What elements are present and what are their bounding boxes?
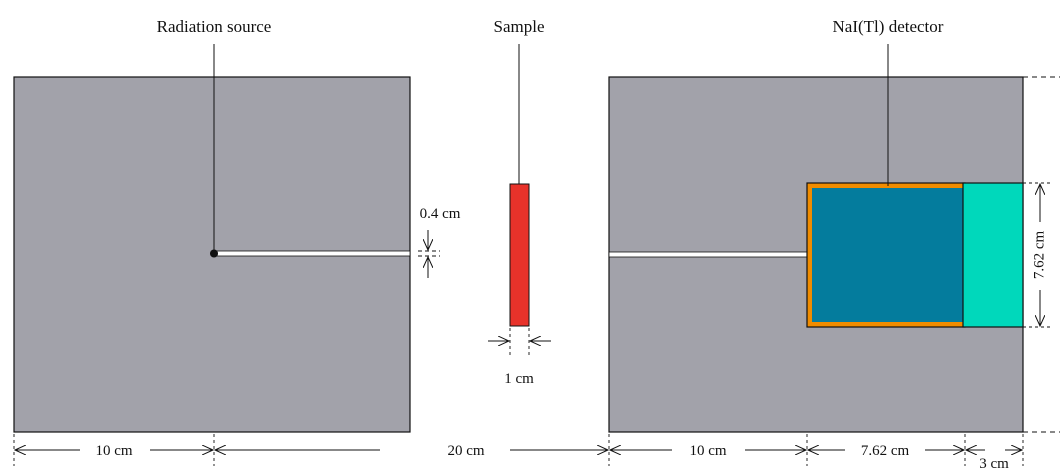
bottom-dimension-line xyxy=(13,434,1024,466)
collimator-gap-dimension: 0.4 cm xyxy=(418,206,461,278)
sample-slab xyxy=(509,183,530,327)
detector-collimator-channel xyxy=(608,251,810,258)
shield-separation-label: 20 cm xyxy=(447,443,484,459)
crystal-diameter-label: 7.62 cm xyxy=(1031,231,1047,280)
collimator-gap-label: 0.4 cm xyxy=(420,206,461,222)
radiation-source-point xyxy=(210,249,218,258)
sample-width-label: 1 cm xyxy=(504,371,534,387)
crystal-diameter-dimension: 7.62 cm xyxy=(1031,184,1047,326)
sample-label: Sample xyxy=(494,17,545,36)
source-collimator-channel xyxy=(213,250,411,257)
detector-shield-half-label: 10 cm xyxy=(689,443,726,459)
sample-width-dimension: 1 cm xyxy=(488,328,551,387)
source-shield-half-label: 10 cm xyxy=(95,443,132,459)
photomultiplier-tube xyxy=(962,182,1024,328)
nai-crystal xyxy=(812,188,963,322)
radiation-source-label: Radiation source xyxy=(157,17,272,36)
detector-label: NaI(Tl) detector xyxy=(833,17,944,36)
pmt-length-label: 3 cm xyxy=(979,456,1009,470)
crystal-length-label: 7.62 cm xyxy=(861,443,910,459)
